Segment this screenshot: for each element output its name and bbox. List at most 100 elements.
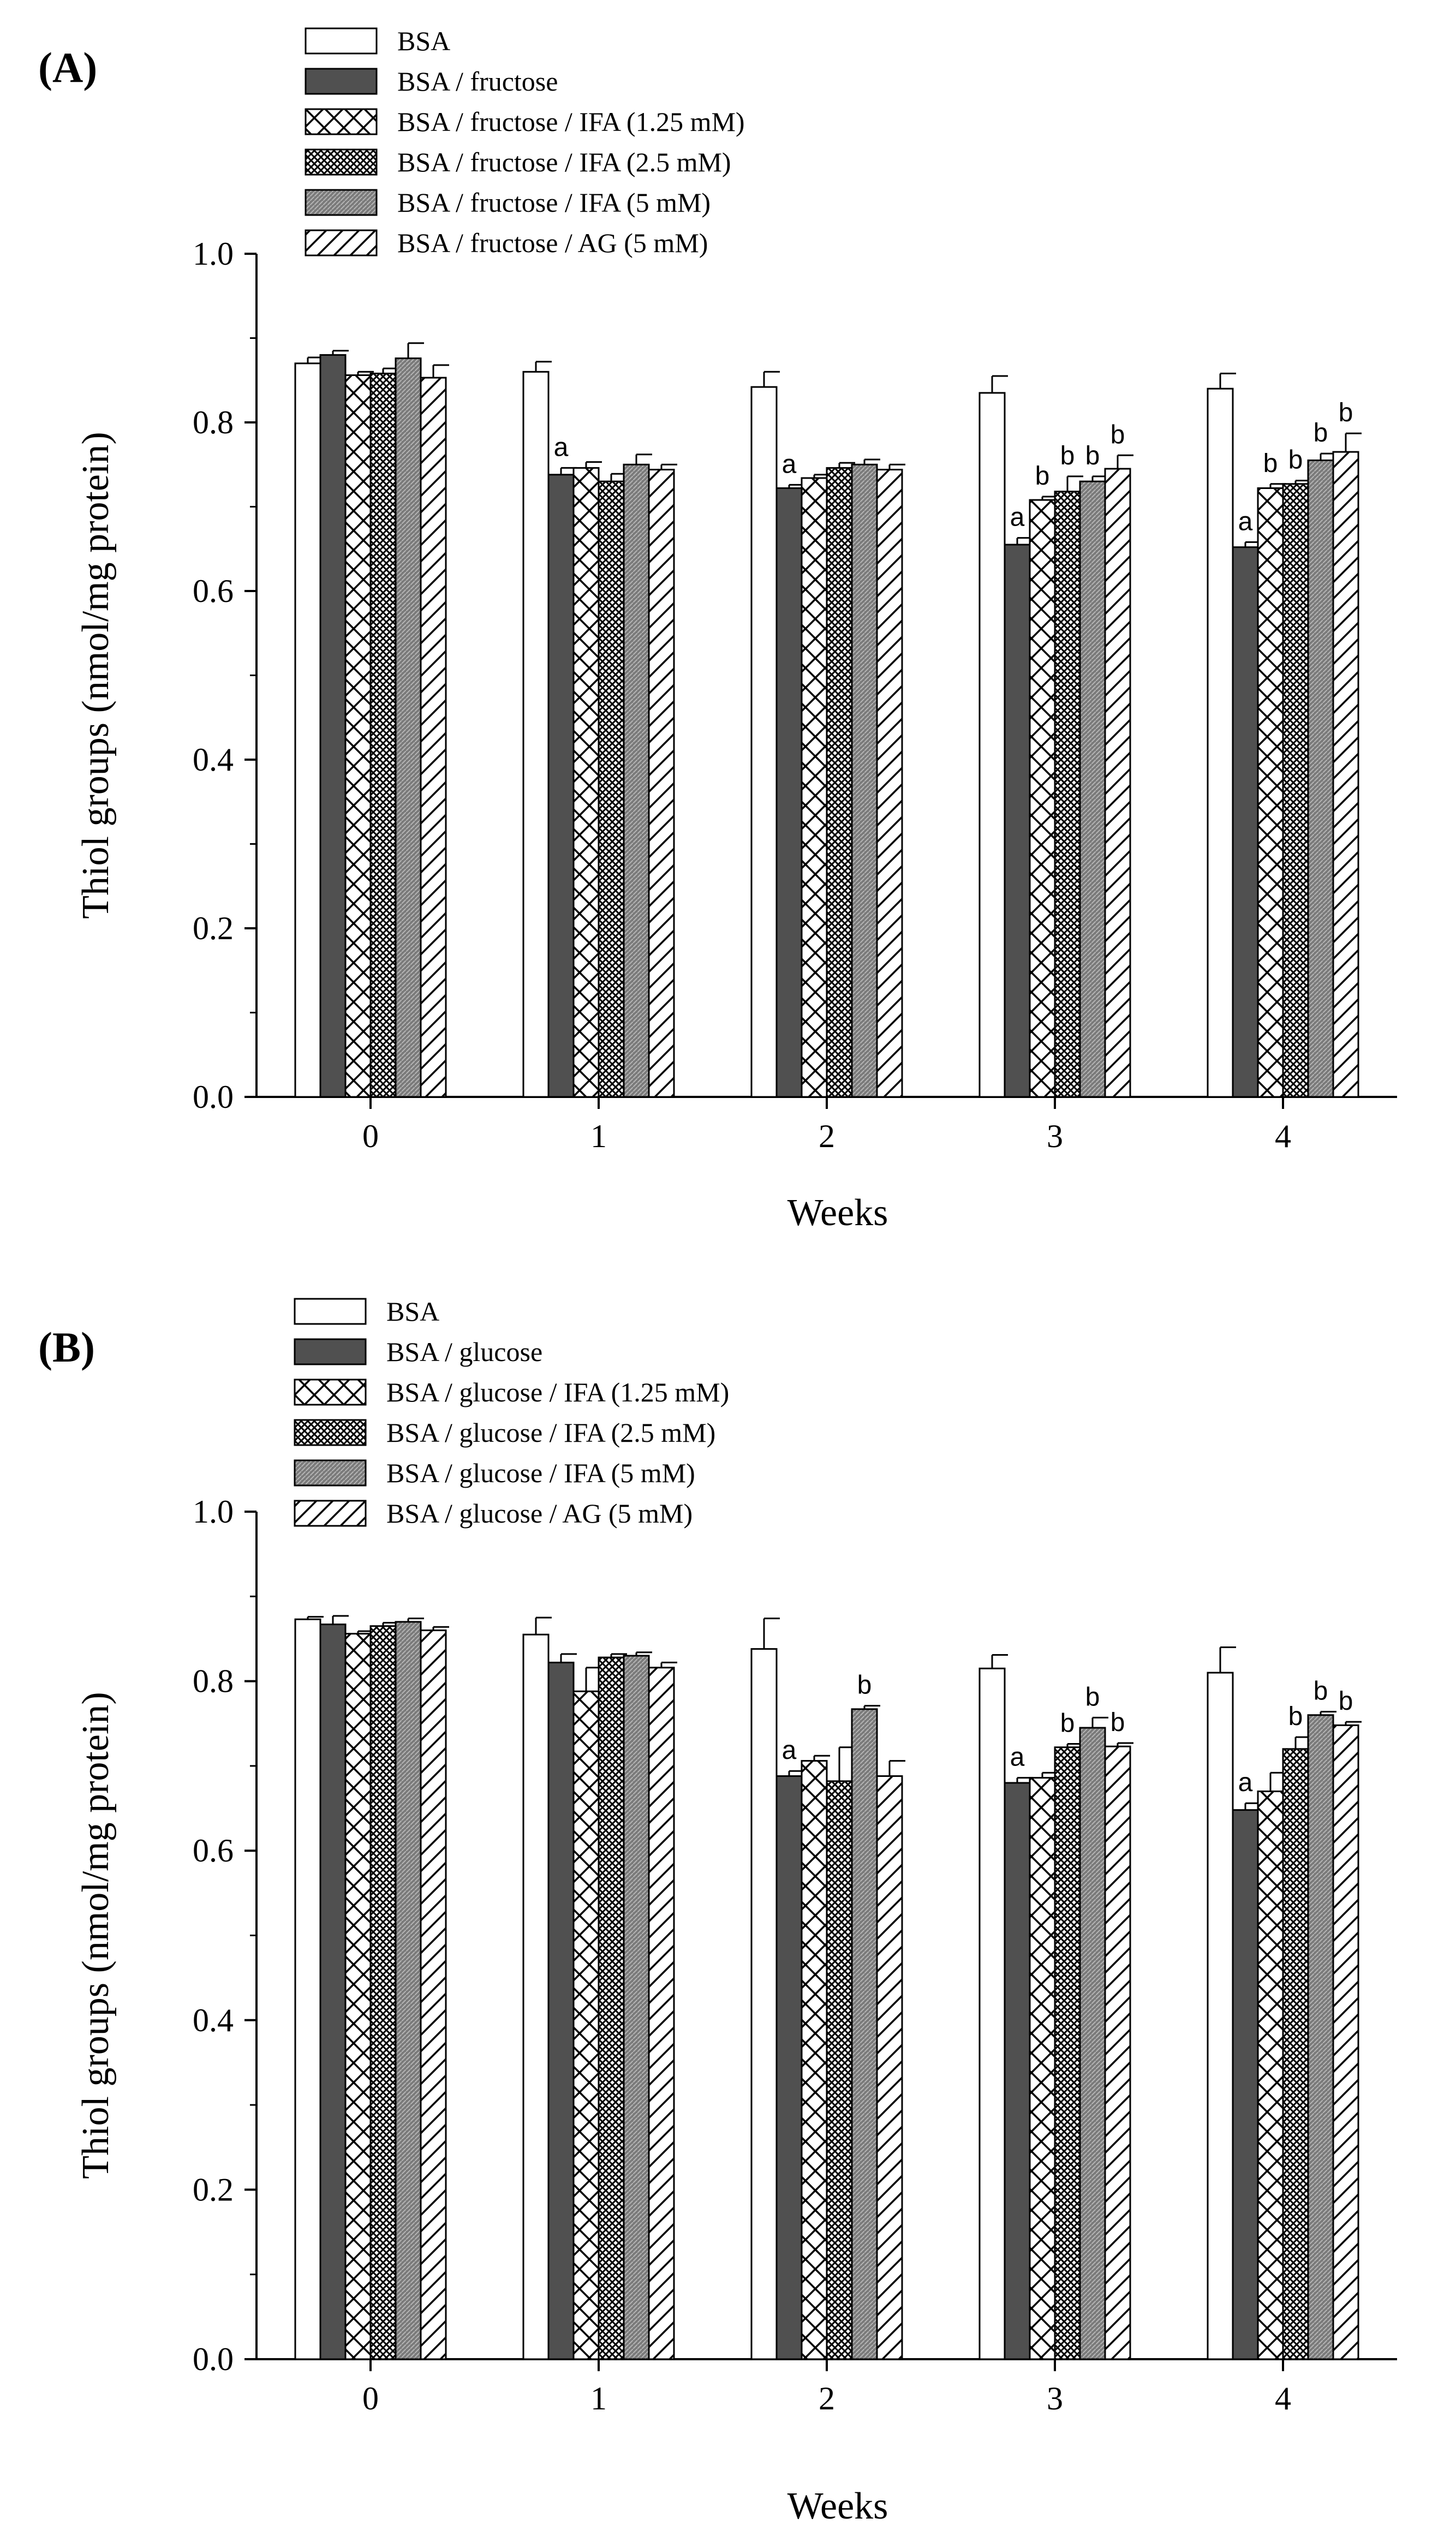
bar <box>420 1629 447 2360</box>
panel-label: (B) <box>38 1323 95 1371</box>
significance-label: b <box>1288 446 1303 475</box>
bar <box>1332 1724 1359 2360</box>
bar <box>522 371 550 1098</box>
bar <box>1104 1745 1131 2360</box>
legend-swatch <box>305 148 378 176</box>
bar <box>1232 1809 1259 2360</box>
bar <box>1257 1790 1284 2360</box>
bar <box>294 1618 321 2360</box>
significance-label: b <box>1339 1687 1353 1716</box>
bar <box>826 1780 853 2360</box>
bar <box>369 1625 397 2360</box>
significance-label: a <box>1238 1768 1253 1797</box>
legend-swatch <box>305 229 378 256</box>
bar <box>1282 483 1309 1098</box>
significance-label: a <box>782 1736 797 1765</box>
y-tick-label: 0.2 <box>193 2171 234 2207</box>
bar <box>750 386 778 1098</box>
bar <box>1104 468 1131 1098</box>
bar <box>344 374 372 1098</box>
bar <box>876 469 903 1098</box>
legend-swatch <box>305 27 378 55</box>
significance-label: b <box>1263 449 1278 478</box>
legend-entry: BSA / fructose / IFA (5 mM) <box>397 187 711 218</box>
legend-entry: BSA / glucose / IFA (5 mM) <box>386 1458 695 1488</box>
bar <box>1054 1746 1081 2360</box>
x-axis-title: Weeks <box>787 1192 888 1234</box>
y-tick-label: 1.0 <box>193 236 234 272</box>
bar <box>319 354 347 1098</box>
significance-label: b <box>1111 1708 1125 1737</box>
bar <box>1332 451 1359 1098</box>
significance-label: a <box>1238 507 1253 536</box>
x-tick-label: 0 <box>362 2380 379 2416</box>
legend-entry: BSA / glucose / IFA (2.5 mM) <box>386 1417 715 1448</box>
bar <box>547 1661 575 2360</box>
bar <box>1079 1727 1106 2360</box>
bar <box>851 1708 878 2360</box>
significance-label: b <box>1060 441 1075 470</box>
significance-label: b <box>1085 1682 1100 1711</box>
legend-entry: BSA / glucose / AG (5 mM) <box>386 1498 693 1529</box>
significance-label: b <box>1339 398 1353 427</box>
legend-swatch <box>294 1459 367 1487</box>
bar <box>750 1648 778 2360</box>
bar <box>826 467 853 1098</box>
bar <box>1207 387 1234 1098</box>
bar <box>598 480 625 1098</box>
y-tick-label: 1.0 <box>193 1494 234 1530</box>
bar <box>1207 1672 1234 2360</box>
bar <box>978 392 1006 1098</box>
bar <box>395 1621 422 2360</box>
legend-entry: BSA / fructose <box>397 66 558 97</box>
bar <box>1282 1748 1309 2360</box>
significance-label: a <box>782 450 797 479</box>
y-tick-label: 0.4 <box>193 742 234 778</box>
bar <box>1054 491 1081 1098</box>
bar <box>547 474 575 1098</box>
y-tick-label: 0.6 <box>193 573 234 609</box>
y-tick-label: 0.0 <box>193 1079 234 1115</box>
bar <box>1004 1782 1031 2360</box>
bar <box>395 357 422 1098</box>
legend-swatch <box>305 189 378 216</box>
bar <box>1079 480 1106 1098</box>
bar <box>344 1633 372 2360</box>
x-axis-title: Weeks <box>787 2485 888 2527</box>
bar <box>851 463 878 1098</box>
bar <box>1257 487 1284 1098</box>
x-tick-label: 2 <box>819 2380 835 2416</box>
panel-label: (A) <box>38 44 97 91</box>
significance-label: b <box>1060 1709 1075 1738</box>
legend-entry: BSA <box>386 1296 439 1327</box>
y-axis-title: Thiol groups (nmol/mg protein) <box>75 432 117 918</box>
bar <box>522 1633 550 2360</box>
bar <box>623 463 650 1098</box>
legend-swatch <box>294 1298 367 1325</box>
legend: BSA BSA / fructose BSA / fructose / IFA (1… <box>305 26 745 258</box>
x-tick-label: 2 <box>819 1118 835 1154</box>
bar <box>294 362 321 1098</box>
significance-label: b <box>1085 441 1100 470</box>
legend-entry: BSA / fructose / IFA (1.25 mM) <box>397 106 745 137</box>
legend: BSA BSA / glucose BSA / glucose / IFA (1.2… <box>294 1296 729 1529</box>
legend-swatch <box>294 1379 367 1406</box>
bar <box>648 469 675 1098</box>
significance-label: b <box>1314 419 1328 447</box>
bar <box>1029 1777 1056 2360</box>
bar <box>1029 499 1056 1098</box>
bar <box>572 1690 600 2360</box>
bar <box>876 1775 903 2360</box>
bar <box>648 1667 675 2360</box>
x-tick-label: 1 <box>590 1118 607 1154</box>
legend-entry: BSA / fructose / IFA (2.5 mM) <box>397 147 731 177</box>
x-tick-label: 3 <box>1047 2380 1063 2416</box>
legend-swatch <box>294 1500 367 1527</box>
x-tick-label: 0 <box>362 1118 379 1154</box>
x-tick-label: 4 <box>1275 1118 1291 1154</box>
bar <box>1004 544 1031 1098</box>
panel-a-chart: (A) 0.0 0.2 0.4 0.6 0.8 1.0 Thiol groups (nmol/… <box>38 26 1397 1234</box>
bar <box>801 477 828 1098</box>
x-tick-label: 4 <box>1275 2380 1291 2416</box>
